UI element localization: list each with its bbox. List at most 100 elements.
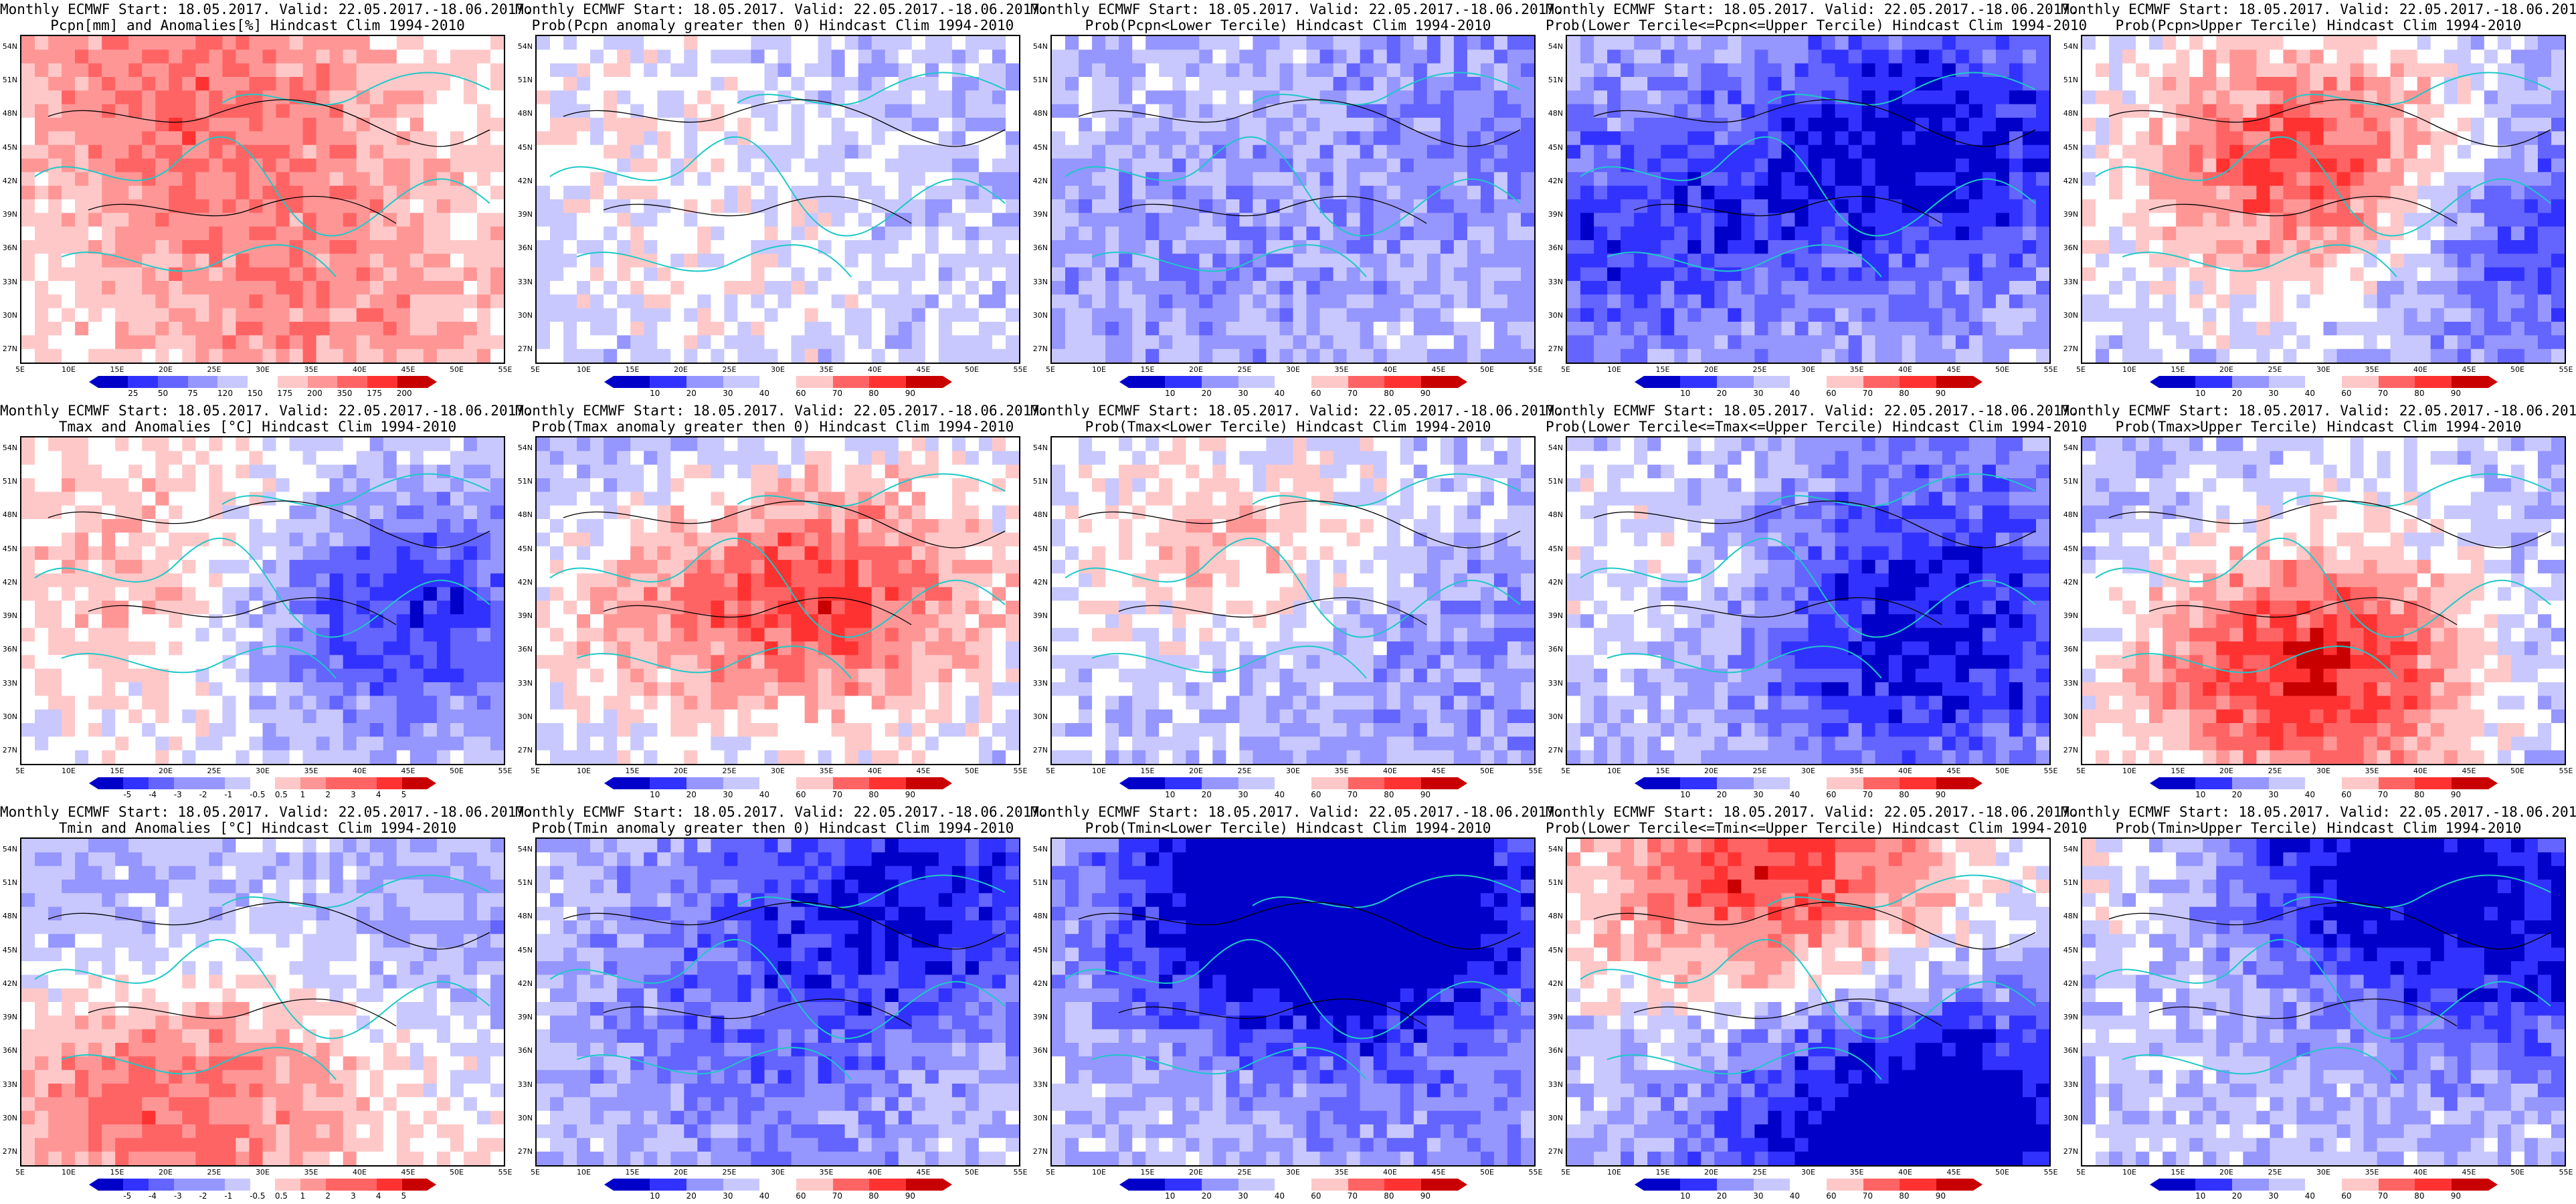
lon-label: 30E xyxy=(1286,365,1300,374)
map-panel: Monthly ECMWF Start: 18.05.2017. Valid: … xyxy=(0,0,533,401)
map-area xyxy=(20,837,505,1167)
colorbar-segment xyxy=(832,777,870,789)
colorbar-max-arrow xyxy=(2488,777,2498,789)
colorbar-tick-label: 80 xyxy=(868,1191,879,1201)
map-panel: Monthly ECMWF Start: 18.05.2017. Valid: … xyxy=(1030,803,1564,1204)
colorbar-tick-label: 40 xyxy=(2304,389,2315,398)
colorbar-segment xyxy=(367,376,397,388)
lat-label: 30N xyxy=(2,310,17,320)
lon-label: 50E xyxy=(965,767,979,775)
colorbar xyxy=(1634,1179,1983,1191)
lat-label: 36N xyxy=(2,1046,17,1056)
lon-label: 10E xyxy=(1092,767,1106,775)
colorbar-segment xyxy=(2305,1179,2342,1191)
coastline xyxy=(2095,72,2551,278)
lon-label: 45E xyxy=(916,365,931,374)
colorbar-tick-label: 10 xyxy=(1165,1191,1176,1201)
map-panel: Monthly ECMWF Start: 18.05.2017. Valid: … xyxy=(515,401,1048,803)
lon-label: 25E xyxy=(1237,365,1252,374)
lat-label: 36N xyxy=(1032,645,1048,654)
colorbar-segment xyxy=(1384,1179,1421,1191)
colorbar-segment xyxy=(1753,777,1790,789)
colorbar-segment xyxy=(217,376,248,388)
colorbar-segment xyxy=(2268,1179,2306,1191)
map-area xyxy=(20,436,505,765)
colorbar-tick-label: 50 xyxy=(157,389,169,398)
lat-label: 30N xyxy=(1032,712,1048,721)
lon-label: 50E xyxy=(1480,767,1494,775)
lat-label: 33N xyxy=(1548,678,1563,688)
colorbar-segment xyxy=(351,777,377,789)
map-panel: Monthly ECMWF Start: 18.05.2017. Valid: … xyxy=(515,0,1048,401)
lon-label: 10E xyxy=(1092,365,1106,374)
coastline xyxy=(549,473,1006,679)
colorbar-segment xyxy=(275,1179,301,1191)
lon-label: 35E xyxy=(1849,767,1864,775)
colorbar-segment xyxy=(796,1179,833,1191)
colorbar-segment xyxy=(1128,376,1166,388)
colorbar-tick-label: 4 xyxy=(375,790,381,799)
contour-line xyxy=(48,500,490,625)
colorbar-tick-label: -2 xyxy=(199,790,207,799)
lat-label: 42N xyxy=(1548,979,1563,988)
colorbar-segment xyxy=(1900,1179,1936,1191)
map-area xyxy=(1566,837,2051,1167)
lat-label: 39N xyxy=(1548,611,1563,621)
lon-label: 10E xyxy=(62,1168,76,1177)
colorbar-segment xyxy=(2305,376,2342,388)
field-plot xyxy=(1052,437,1534,764)
lon-label: 50E xyxy=(450,767,464,775)
lat-label: 42N xyxy=(2063,176,2078,185)
colorbar-tick-label: 30 xyxy=(1753,790,1764,799)
lon-label: 50E xyxy=(965,365,979,374)
colorbar-segment xyxy=(199,777,225,789)
lat-label: 33N xyxy=(1032,1080,1048,1089)
map-area xyxy=(2081,837,2566,1167)
lat-label: 51N xyxy=(2,477,17,486)
lon-label: 10E xyxy=(1607,365,1621,374)
colorbar-max-arrow xyxy=(942,376,952,388)
title-line-1: Monthly ECMWF Start: 18.05.2017. Valid: … xyxy=(515,403,1048,419)
title-line-1: Monthly ECMWF Start: 18.05.2017. Valid: … xyxy=(1546,1,2079,17)
colorbar-ticks: 25 50 75 120 150 175 200 350 175 200 xyxy=(128,389,411,398)
lon-label: 50E xyxy=(965,1168,979,1177)
colorbar-max-arrow xyxy=(427,777,437,789)
colorbar-segment xyxy=(1790,777,1827,789)
lat-label: 54N xyxy=(1548,845,1563,854)
title-line-1: Monthly ECMWF Start: 18.05.2017. Valid: … xyxy=(2061,403,2576,419)
lat-label: 54N xyxy=(2063,42,2078,51)
colorbar-segment xyxy=(277,376,308,388)
colorbar-segment xyxy=(275,777,301,789)
colorbar-segment xyxy=(199,1179,225,1191)
map-area xyxy=(2081,35,2566,364)
colorbar-segment xyxy=(2158,376,2196,388)
lon-label: 50E xyxy=(1480,365,1494,374)
lon-label: 20E xyxy=(2219,365,2233,374)
lat-label: 48N xyxy=(1548,912,1563,921)
title-line-1: Monthly ECMWF Start: 18.05.2017. Valid: … xyxy=(1030,403,1564,419)
lon-label: 30E xyxy=(1801,365,1815,374)
colorbar-tick-label: 20 xyxy=(2231,389,2242,398)
colorbar-tick-label: 30 xyxy=(2268,389,2279,398)
colorbar-tick-label: 30 xyxy=(1753,1191,1764,1201)
colorbar xyxy=(1119,376,1467,388)
colorbar-segment xyxy=(1165,777,1202,789)
lat-label: 42N xyxy=(1032,577,1048,587)
lon-label: 5E xyxy=(531,767,540,775)
colorbar-tick-label: 90 xyxy=(1420,1191,1431,1201)
colorbar-segment xyxy=(2158,1179,2196,1191)
contour-line xyxy=(2108,902,2551,1027)
lon-label: 55E xyxy=(2559,1168,2573,1177)
colorbar-tick-label: 1 xyxy=(300,1191,306,1201)
colorbar-segment xyxy=(1311,1179,1348,1191)
colorbar-segment xyxy=(2341,777,2379,789)
lat-label: 51N xyxy=(2063,477,2078,486)
colorbar-tick-label: 60 xyxy=(1826,790,1837,799)
lat-label: 54N xyxy=(517,42,533,51)
field-plot xyxy=(537,437,1019,764)
lat-label: 45N xyxy=(1548,544,1563,553)
colorbar-segment xyxy=(248,376,278,388)
colorbar-segment xyxy=(1863,777,1900,789)
colorbar-tick-label: 20 xyxy=(1716,790,1727,799)
lat-label: 27N xyxy=(517,1147,533,1156)
